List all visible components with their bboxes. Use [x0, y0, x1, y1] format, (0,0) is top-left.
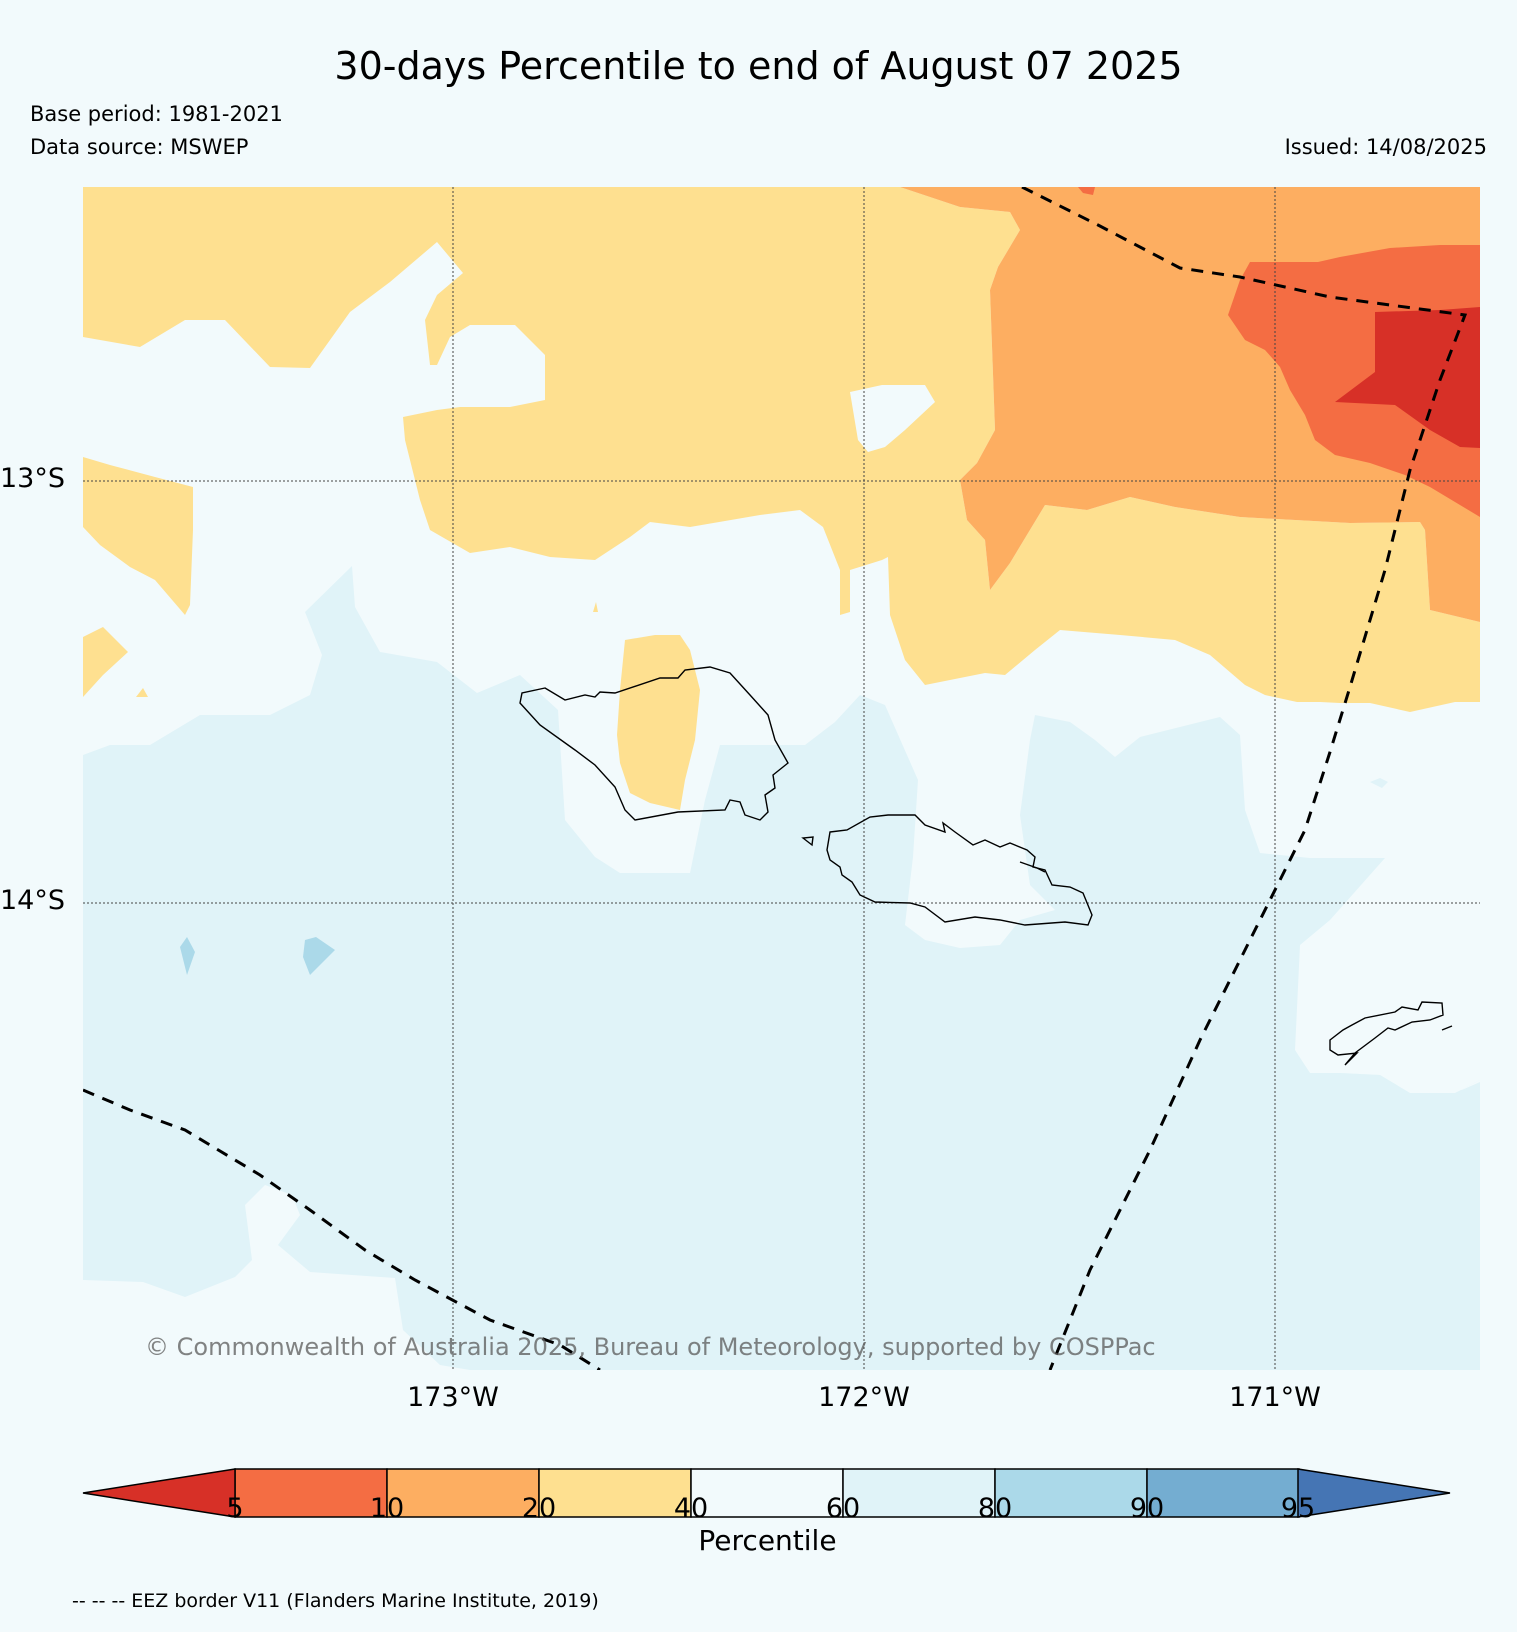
- colorbar-tick: 60: [825, 1493, 861, 1524]
- copyright-watermark: © Commonwealth of Australia 2025, Bureau…: [145, 1333, 1156, 1361]
- apolima-coast: [801, 836, 814, 847]
- eez-legend-note: -- -- -- EEZ border V11 (Flanders Marine…: [72, 1590, 599, 1612]
- colorbar-bin: [690, 1468, 844, 1518]
- colorbar-bin: [1146, 1468, 1300, 1518]
- upolu-coast: [826, 814, 1093, 926]
- colorbar-label: Percentile: [698, 1524, 837, 1557]
- lat-label-14s: 14°S: [0, 885, 65, 916]
- colorbar-tick: 90: [1129, 1493, 1165, 1524]
- colorbar-bin: [386, 1468, 540, 1518]
- colorbar-tick: 80: [977, 1493, 1013, 1524]
- tutuila-coast: [1329, 1001, 1444, 1066]
- colorbar-extend-low: [82, 1468, 236, 1518]
- colorbar-extend-high: [1297, 1468, 1451, 1518]
- graticule: [83, 187, 1480, 1370]
- colorbar-tick: 20: [521, 1493, 557, 1524]
- lon-label-172w: 172°W: [818, 1382, 910, 1413]
- colorbar-tick: 5: [226, 1493, 244, 1524]
- band-80-90: [180, 937, 195, 975]
- colorbar-bin: [994, 1468, 1148, 1518]
- band-below-5: [1335, 307, 1480, 448]
- lon-label-173w: 173°W: [407, 1382, 499, 1413]
- coastlines: [519, 666, 1453, 1066]
- band-20-40: [83, 187, 1480, 712]
- colorbar-tick: 10: [369, 1493, 405, 1524]
- data-source: Data source: MSWEP: [30, 135, 249, 159]
- colorbar-tick: 95: [1280, 1493, 1316, 1524]
- issued-date: Issued: 14/08/2025: [1284, 135, 1487, 159]
- colorbar-bin: [538, 1468, 692, 1518]
- lon-label-171w: 171°W: [1229, 1382, 1321, 1413]
- colorbar-tick: 40: [673, 1493, 709, 1524]
- colorbar: [82, 1468, 1451, 1518]
- percentile-field: [83, 187, 1480, 1370]
- savaii-coast: [519, 666, 789, 821]
- base-period: Base period: 1981-2021: [30, 102, 283, 126]
- band-40-60-south: [83, 1185, 470, 1370]
- lat-label-13s: 13°S: [0, 463, 65, 494]
- map-title: 30-days Percentile to end of August 07 2…: [334, 44, 1183, 88]
- colorbar-bin: [842, 1468, 996, 1518]
- eez-borders: [83, 187, 1468, 1370]
